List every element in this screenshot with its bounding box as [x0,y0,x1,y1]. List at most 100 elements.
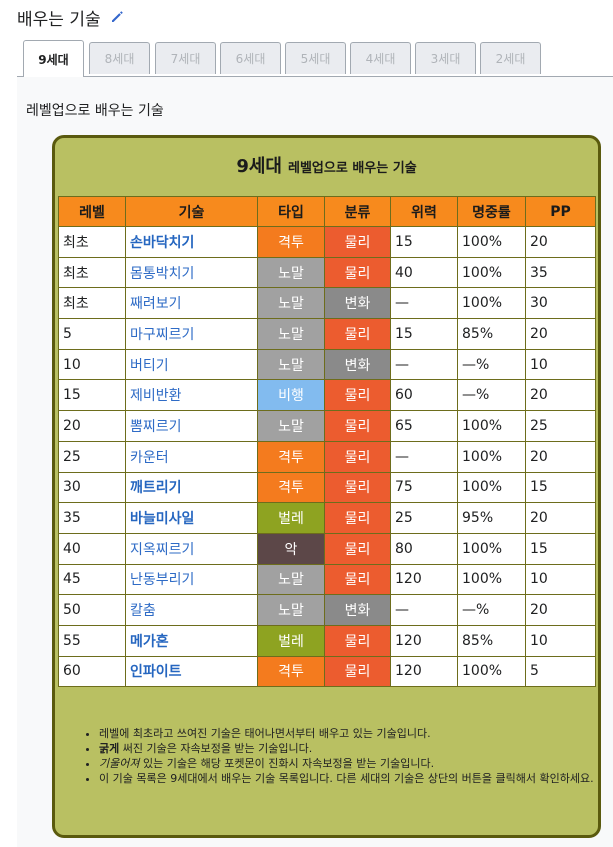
category-badge: 물리 [324,379,391,412]
accuracy-cell: 100% [457,256,526,289]
edit-pencil-icon[interactable] [109,9,125,25]
move-link[interactable]: 깨트리기 [125,471,258,504]
accuracy-cell: —% [457,348,526,381]
move-link[interactable]: 바늘미사일 [125,502,258,534]
level-cell: 10 [58,348,126,381]
type-badge: 노말 [257,287,325,320]
accuracy-cell: 100% [457,655,526,688]
category-badge: 물리 [324,471,391,504]
move-link[interactable]: 버티기 [125,348,258,381]
move-link[interactable]: 지옥찌르기 [125,532,258,565]
category-badge: 물리 [324,318,391,350]
table-row: 최초 째려보기 노말 변화 —100% 30 [58,287,596,320]
accuracy-cell: 100% [457,410,526,442]
level-up-moves-table: 레벨 기술 타입 분류 위력 명중률 PP 최초 손바닥치기 격투 물리 15 100% 2… [58,196,596,688]
table-row: 55 메가혼 벌레 물리 120 85% 10 [58,624,596,657]
pp-cell: 10 [525,624,596,657]
accuracy-cell: 85% [457,318,526,350]
move-link[interactable]: 인파이트 [125,655,258,688]
power-cell: 120 [390,624,458,657]
table-row: 15 제비반환 비행 물리 60 —% 20 [58,379,596,412]
tab-gen-5[interactable]: 5세대 [285,42,346,74]
box-title: 9세대 레벨업으로 배우는 기술 [55,152,598,178]
header-type: 타입 [257,196,325,227]
move-link[interactable]: 칼춤 [125,594,258,626]
pp-cell: 20 [525,318,596,350]
page-heading: 배우는 기술 [17,9,101,30]
pp-cell: 15 [525,532,596,565]
category-badge: 변화 [324,594,391,626]
section-heading: 배우는 기술 [17,4,125,30]
tab-gen-6[interactable]: 6세대 [220,42,281,74]
level-cell: 45 [58,563,126,596]
power-cell: 60 [390,379,458,412]
note-text: 써진 기술은 자속보정을 받는 기술입니다. [119,742,313,755]
level-cell: 35 [58,502,126,534]
box-title-generation: 9세대 [236,156,282,177]
pp-cell: 20 [525,502,596,534]
table-header-row: 레벨 기술 타입 분류 위력 명중률 PP [58,196,596,227]
level-cell: 최초 [58,226,126,258]
move-link[interactable]: 뽐찌르기 [125,410,258,442]
accuracy-cell: 100% [457,287,526,320]
table-row: 25 카운터 격투 물리 —100% 20 [58,440,596,473]
table-row: 최초 손바닥치기 격투 물리 15 100% 20 [58,226,596,258]
pp-cell: 20 [525,440,596,473]
note-item: 레벨에 최초라고 쓰여진 기술은 태어나면서부터 배우고 있는 기술입니다. [99,726,604,741]
type-badge: 격투 [257,226,325,258]
power-cell: 120 [390,563,458,596]
tab-gen-2[interactable]: 2세대 [480,42,541,74]
table-row: 10 버티기 노말 변화 — —% 10 [58,348,596,381]
tab-gen-7[interactable]: 7세대 [155,42,216,74]
table-row: 45 난동부리기 노말 물리 120 100% 10 [58,563,596,596]
move-link[interactable]: 째려보기 [125,287,258,320]
power-cell: 15 [390,318,458,350]
note-bold-word: 굵게 [99,742,120,755]
header-accuracy: 명중률 [457,196,526,227]
pp-cell: 10 [525,563,596,596]
tab-gen-9[interactable]: 9세대 [23,40,84,77]
table-row: 5 마구찌르기 노말 물리 15 85% 20 [58,318,596,350]
pp-cell: 20 [525,594,596,626]
note-item: 굵게 써진 기술은 자속보정을 받는 기술입니다. [99,741,604,756]
pp-cell: 30 [525,287,596,320]
move-link[interactable]: 제비반환 [125,379,258,412]
section-subtitle: 레벨업으로 배우는 기술 [26,103,164,119]
header-power: 위력 [390,196,458,227]
move-link[interactable]: 손바닥치기 [125,226,258,258]
table-row: 35 바늘미사일 벌레 물리 25 95% 20 [58,502,596,534]
category-badge: 물리 [324,624,391,657]
moves-box: 9세대 레벨업으로 배우는 기술 레벨 기술 타입 분류 위력 명중률 PP 최초… [52,135,601,838]
accuracy-cell: 100% [457,226,526,258]
type-badge: 비행 [257,379,325,412]
pp-cell: 20 [525,226,596,258]
pp-cell: 20 [525,379,596,412]
accuracy-cell: 100% [457,471,526,504]
pp-cell: 5 [525,655,596,688]
notes-list: 레벨에 최초라고 쓰여진 기술은 태어나면서부터 배우고 있는 기술입니다. 굵… [85,726,604,786]
tab-gen-3[interactable]: 3세대 [415,42,476,74]
move-link[interactable]: 난동부리기 [125,563,258,596]
note-text: 있는 기술은 해당 포켓몬이 진화시 자속보정을 받는 기술입니다. [139,757,435,770]
pp-cell: 35 [525,256,596,289]
move-link[interactable]: 마구찌르기 [125,318,258,350]
type-badge: 노말 [257,410,325,442]
level-cell: 최초 [58,256,126,289]
move-link[interactable]: 몸통박치기 [125,256,258,289]
moves-table-body: 최초 손바닥치기 격투 물리 15 100% 20 최초 몸통박치기 노말 물리 40 100% 35 최초… [58,226,596,688]
move-link[interactable]: 카운터 [125,440,258,473]
accuracy-cell: —% [457,594,526,626]
type-badge: 벌레 [257,502,325,534]
move-link[interactable]: 메가혼 [125,624,258,657]
type-badge: 노말 [257,256,325,289]
type-badge: 악 [257,532,325,565]
power-cell: — [390,440,458,473]
table-row: 20 뽐찌르기 노말 물리 65 100% 25 [58,410,596,442]
power-cell: 25 [390,502,458,534]
tab-gen-8[interactable]: 8세대 [89,42,150,74]
level-cell: 최초 [58,287,126,320]
tab-gen-4[interactable]: 4세대 [350,42,411,74]
header-move: 기술 [125,196,258,227]
power-cell: 120 [390,655,458,688]
power-cell: 65 [390,410,458,442]
